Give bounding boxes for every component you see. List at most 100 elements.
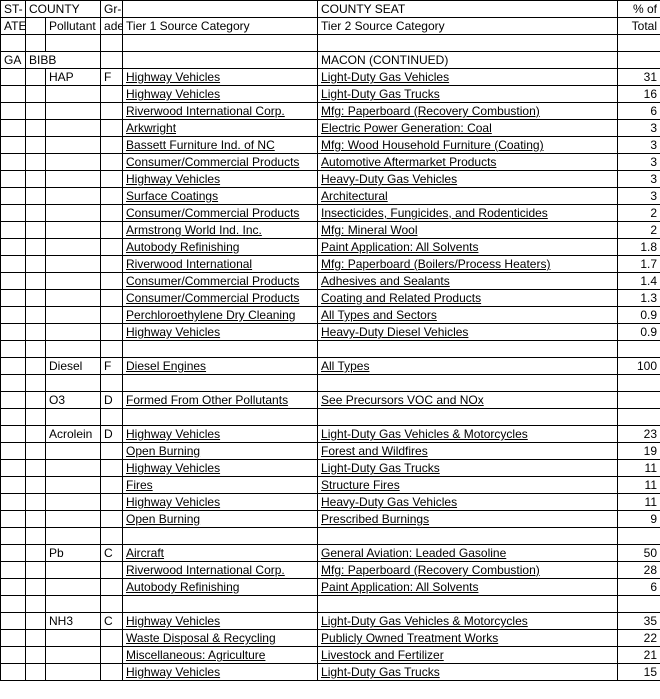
pct-cell: 0.9 xyxy=(618,324,660,341)
tier2-cell: Light-Duty Gas Trucks xyxy=(318,664,618,681)
tier1-cell: Highway Vehicles xyxy=(123,324,318,341)
pct-cell: 9 xyxy=(618,511,660,528)
tier1-cell: Consumer/Commercial Products xyxy=(123,154,318,171)
tier2-cell: Publicly Owned Treatment Works xyxy=(318,630,618,647)
tier2-cell: Heavy-Duty Diesel Vehicles xyxy=(318,324,618,341)
tier1-cell: Highway Vehicles xyxy=(123,426,318,443)
table-row: FiresStructure Fires11 xyxy=(1,477,660,494)
pollutant-cell: O3 xyxy=(46,392,101,409)
tier2-cell: Light-Duty Gas Vehicles & Motorcycles xyxy=(318,426,618,443)
pct-cell: 28 xyxy=(618,562,660,579)
tier1-cell: Armstrong World Ind. Inc. xyxy=(123,222,318,239)
table-row: HAPFHighway VehiclesLight-Duty Gas Vehic… xyxy=(1,69,660,86)
tier1-cell: Highway Vehicles xyxy=(123,460,318,477)
table-row: GABIBBMACON (CONTINUED) xyxy=(1,52,660,69)
hdr-pollutant: Pollutant xyxy=(46,18,101,35)
hdr-countyseat: COUNTY SEAT xyxy=(318,1,618,18)
tier1-cell: Miscellaneous: Agriculture xyxy=(123,647,318,664)
pct-cell: 1.4 xyxy=(618,273,660,290)
tier2-cell: Structure Fires xyxy=(318,477,618,494)
tier1-cell: Consumer/Commercial Products xyxy=(123,290,318,307)
table-row xyxy=(1,596,660,613)
table-row xyxy=(1,341,660,358)
pct-cell: 3 xyxy=(618,137,660,154)
tier1-cell: Riverwood International xyxy=(123,256,318,273)
table-row: DieselFDiesel EnginesAll Types100 xyxy=(1,358,660,375)
hdr-tier2: Tier 2 Source Category xyxy=(318,18,618,35)
table-row: Autobody RefinishingPaint Application: A… xyxy=(1,579,660,596)
table-row: Consumer/Commercial ProductsAdhesives an… xyxy=(1,273,660,290)
tier1-cell: Fires xyxy=(123,477,318,494)
county-cell: BIBB xyxy=(26,52,101,69)
tier2-cell: Mfg: Paperboard (Recovery Combustion) xyxy=(318,562,618,579)
pollutant-cell: Acrolein xyxy=(46,426,101,443)
grade-cell: D xyxy=(101,392,123,409)
pct-cell: 1.3 xyxy=(618,290,660,307)
table-row: Highway VehiclesLight-Duty Gas Trucks16 xyxy=(1,86,660,103)
pollutant-cell: Diesel xyxy=(46,358,101,375)
table-row: Armstrong World Ind. Inc.Mfg: Mineral Wo… xyxy=(1,222,660,239)
pollutant-cell: HAP xyxy=(46,69,101,86)
tier2-cell: Heavy-Duty Gas Vehicles xyxy=(318,494,618,511)
tier1-cell: Highway Vehicles xyxy=(123,69,318,86)
tier2-cell: Forest and Wildfires xyxy=(318,443,618,460)
tier2-cell: General Aviation: Leaded Gasoline xyxy=(318,545,618,562)
table-row: Riverwood International Corp.Mfg: Paperb… xyxy=(1,562,660,579)
pct-cell: 100 xyxy=(618,358,660,375)
pct-cell: 31 xyxy=(618,69,660,86)
tier1-cell: Aircraft xyxy=(123,545,318,562)
tier1-cell: Riverwood International Corp. xyxy=(123,103,318,120)
table-row: Bassett Furniture Ind. of NCMfg: Wood Ho… xyxy=(1,137,660,154)
hdr-ade: ade xyxy=(101,18,123,35)
pollutant-cell: NH3 xyxy=(46,613,101,630)
table-row: Consumer/Commercial ProductsInsecticides… xyxy=(1,205,660,222)
tier1-cell: Arkwright xyxy=(123,120,318,137)
tier1-cell: Surface Coatings xyxy=(123,188,318,205)
tier1-cell: Waste Disposal & Recycling xyxy=(123,630,318,647)
tier2-cell: Light-Duty Gas Vehicles xyxy=(318,69,618,86)
hdr-total: Total xyxy=(618,18,660,35)
table-row: NH3CHighway VehiclesLight-Duty Gas Vehic… xyxy=(1,613,660,630)
tier2-cell: Paint Application: All Solvents xyxy=(318,579,618,596)
table-row: O3DFormed From Other PollutantsSee Precu… xyxy=(1,392,660,409)
tier2-cell: All Types and Sectors xyxy=(318,307,618,324)
pct-cell: 0.9 xyxy=(618,307,660,324)
tier1-cell: Highway Vehicles xyxy=(123,494,318,511)
tier2-cell: Paint Application: All Solvents xyxy=(318,239,618,256)
pct-cell xyxy=(618,392,660,409)
tier2-cell: Insecticides, Fungicides, and Rodenticid… xyxy=(318,205,618,222)
grade-cell: D xyxy=(101,426,123,443)
pct-cell: 15 xyxy=(618,664,660,681)
pct-cell: 19 xyxy=(618,443,660,460)
table-row xyxy=(1,35,660,52)
tier1-cell: Riverwood International Corp. xyxy=(123,562,318,579)
tier2-cell: Adhesives and Sealants xyxy=(318,273,618,290)
hdr-blank1 xyxy=(26,18,46,35)
tier1-cell: Highway Vehicles xyxy=(123,171,318,188)
pct-cell: 1.8 xyxy=(618,239,660,256)
table-row: Highway VehiclesHeavy-Duty Diesel Vehicl… xyxy=(1,324,660,341)
tier1-cell: Open Burning xyxy=(123,511,318,528)
table-row: Highway VehiclesLight-Duty Gas Trucks11 xyxy=(1,460,660,477)
pct-cell: 1.7 xyxy=(618,256,660,273)
tier2-cell: Mfg: Paperboard (Boilers/Process Heaters… xyxy=(318,256,618,273)
table-row: Waste Disposal & RecyclingPublicly Owned… xyxy=(1,630,660,647)
tier2-cell: Heavy-Duty Gas Vehicles xyxy=(318,171,618,188)
tier1-cell: Perchloroethylene Dry Cleaning xyxy=(123,307,318,324)
hdr-pctof: % of xyxy=(618,1,660,18)
tier2-cell: Automotive Aftermarket Products xyxy=(318,154,618,171)
table-row: Surface CoatingsArchitectural3 xyxy=(1,188,660,205)
table-row: Perchloroethylene Dry CleaningAll Types … xyxy=(1,307,660,324)
tier2-cell: See Precursors VOC and NOx xyxy=(318,392,618,409)
tier2-cell: Electric Power Generation: Coal xyxy=(318,120,618,137)
table-row: PbCAircraftGeneral Aviation: Leaded Gaso… xyxy=(1,545,660,562)
table-row: Open BurningForest and Wildfires19 xyxy=(1,443,660,460)
table-row xyxy=(1,409,660,426)
table-row: ST-COUNTYGr-COUNTY SEAT% of xyxy=(1,1,660,18)
tier1-cell: Autobody Refinishing xyxy=(123,579,318,596)
pct-cell: 50 xyxy=(618,545,660,562)
pct-cell: 2 xyxy=(618,205,660,222)
pct-cell: 2 xyxy=(618,222,660,239)
pct-cell: 23 xyxy=(618,426,660,443)
tier2-cell: Light-Duty Gas Vehicles & Motorcycles xyxy=(318,613,618,630)
